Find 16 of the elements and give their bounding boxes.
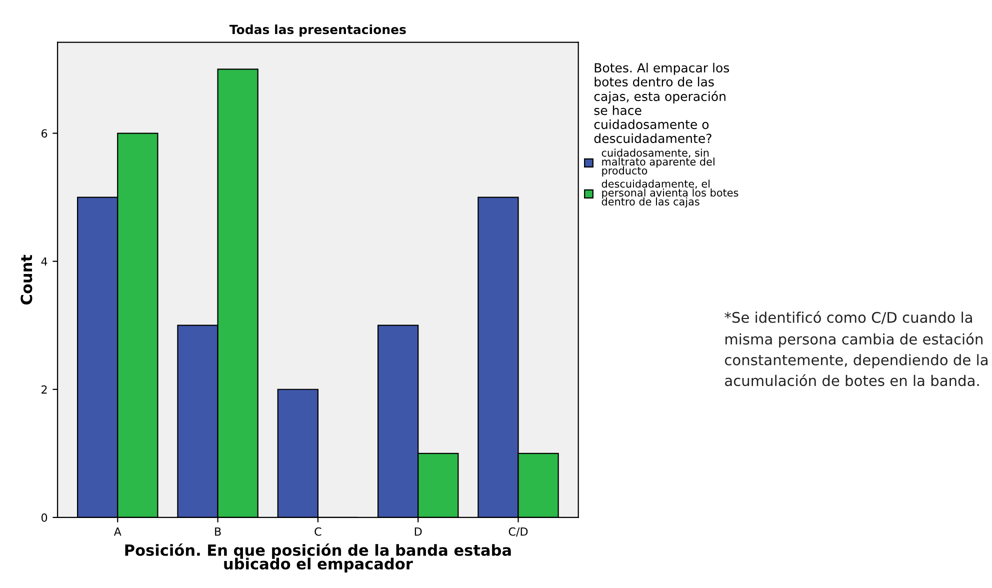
y-tick-label: 4 xyxy=(41,257,48,266)
x-axis-title: Posición. En que posición de la banda estaba ubicado el empacador xyxy=(125,543,511,572)
y-tick-label: 6 xyxy=(42,129,48,138)
legend-label: descuidadamente, el personal avienta los botes dentro de las cajas xyxy=(602,180,738,208)
text: *Se identificó como C/D cuando la misma persona cambia de estación constantemente, dependiendo de la acumulación de botes en la banda. xyxy=(724,311,988,386)
legend-label: cuidadosamente, sin maltrato aparente del producto xyxy=(602,148,714,177)
x-tick-label: C xyxy=(314,527,322,536)
x-tick-label: C/D xyxy=(508,527,528,537)
y-tick-label: 0 xyxy=(41,513,48,522)
y-axis-title: Count xyxy=(20,254,32,305)
x-tick-label: A xyxy=(114,528,122,536)
legend-title: Botes. Al empacar los botes dentro de las cajas, esta operación se hace cuidadosamente o descuidadamente? xyxy=(594,62,730,144)
y-tick-label: 2 xyxy=(42,385,47,394)
chart-title: Todas las presentaciones xyxy=(229,24,406,37)
x-tick-label: B xyxy=(215,528,221,536)
x-tick-label: D xyxy=(414,528,422,536)
